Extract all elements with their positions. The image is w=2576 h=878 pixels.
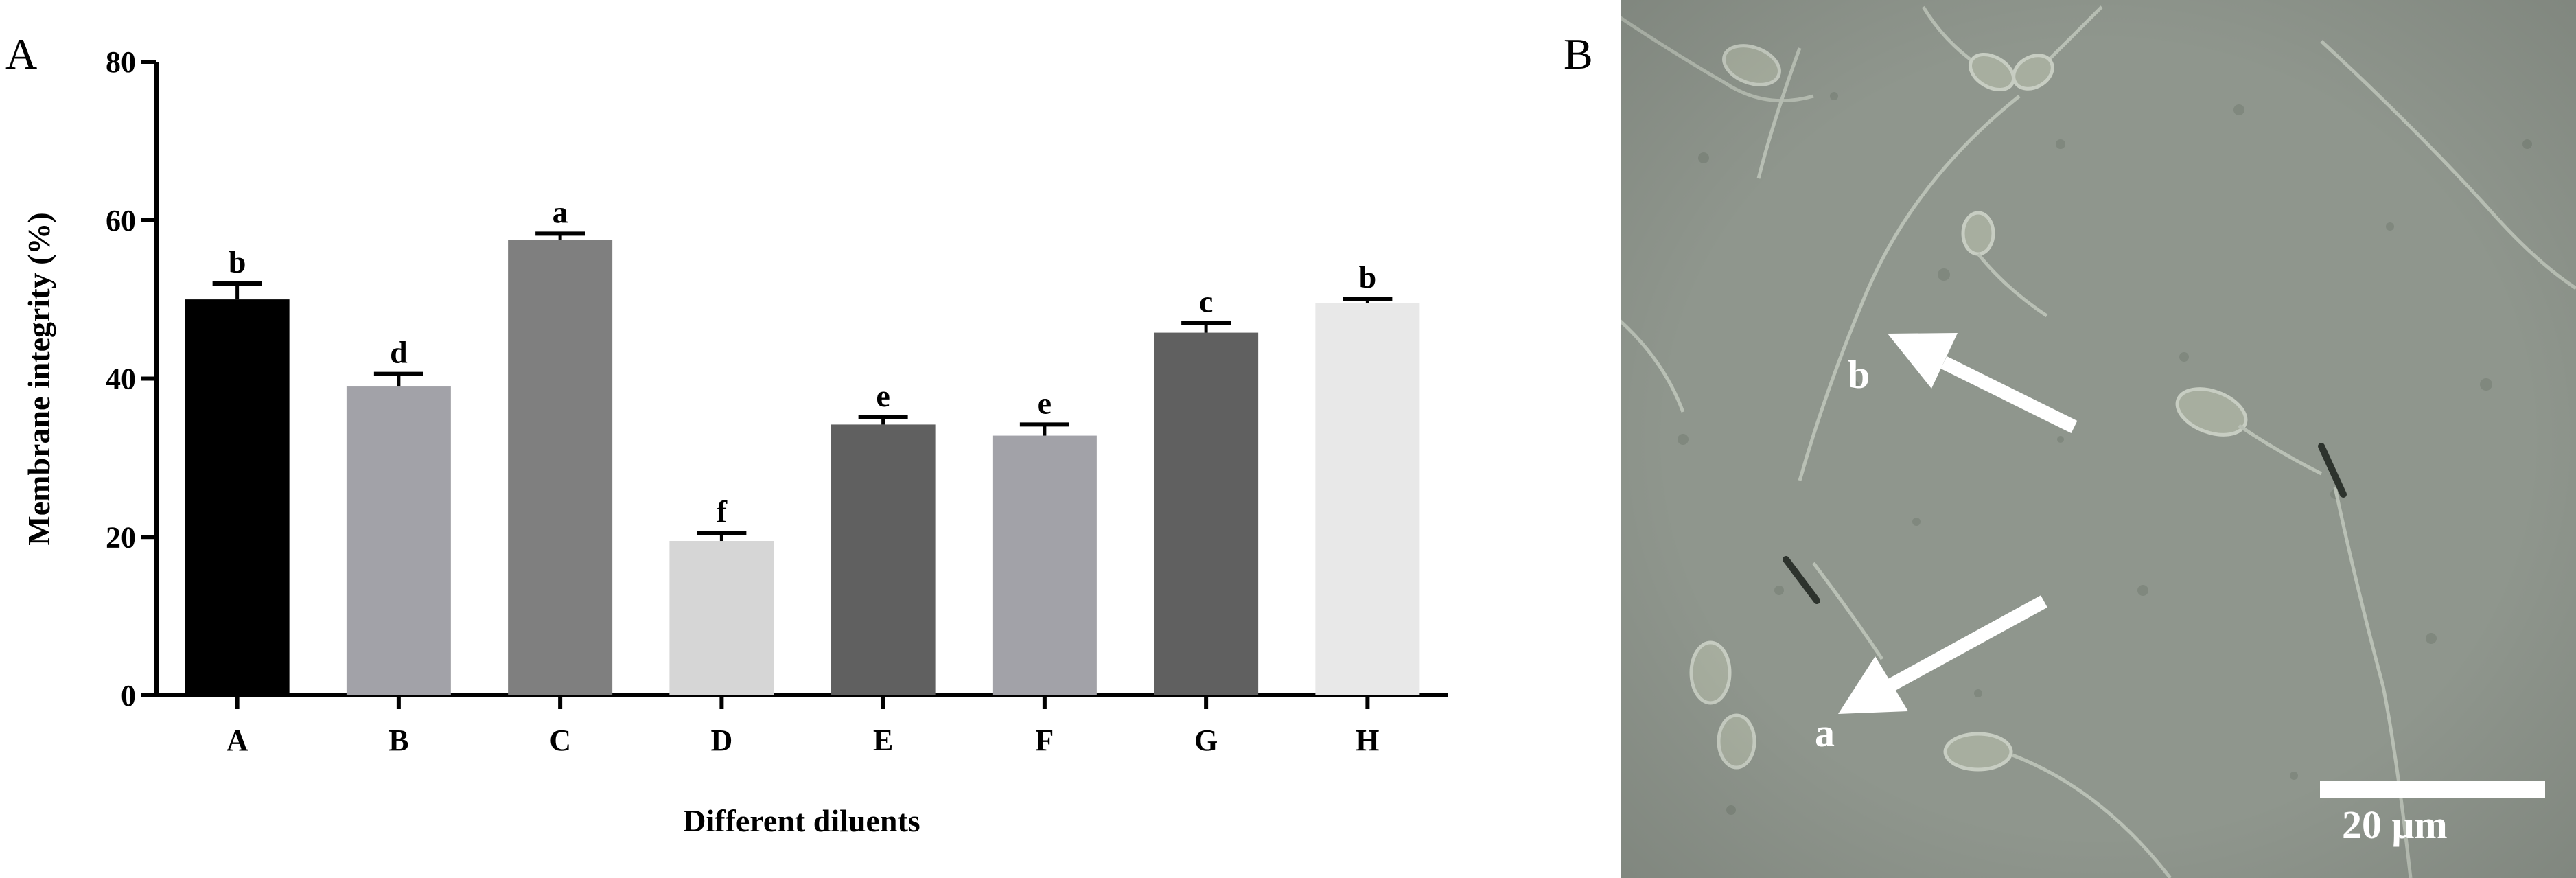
x-tick-label: A bbox=[227, 724, 248, 757]
bar-D bbox=[669, 541, 774, 695]
label-a: a bbox=[1815, 711, 1835, 755]
x-axis-title: Different diluents bbox=[683, 803, 920, 838]
bar-B bbox=[346, 386, 451, 695]
y-ticks: 0 20 40 60 80 bbox=[106, 45, 156, 713]
bars bbox=[185, 240, 1420, 695]
x-tick-label: F bbox=[1035, 724, 1054, 757]
scale-bar bbox=[2320, 781, 2545, 798]
y-tick-label: 80 bbox=[106, 45, 136, 79]
micrograph-drawing bbox=[1621, 0, 2576, 878]
bar-H bbox=[1315, 303, 1420, 695]
significance-label: e bbox=[876, 378, 890, 413]
y-tick-label: 0 bbox=[121, 679, 136, 713]
x-tick-label: E bbox=[873, 724, 893, 757]
x-tick-label: H bbox=[1356, 724, 1379, 757]
error-bars bbox=[212, 231, 1393, 542]
significance-label: b bbox=[229, 244, 246, 279]
arrow-a bbox=[1838, 595, 2047, 714]
scale-bar-label: 20 μm bbox=[2342, 802, 2448, 847]
x-tick-label: C bbox=[549, 724, 571, 757]
y-axis-title: Membrane integrity (%) bbox=[21, 212, 56, 545]
y-tick-label: 20 bbox=[106, 520, 136, 554]
x-tick-label: B bbox=[388, 724, 408, 757]
label-b: b bbox=[1848, 352, 1870, 397]
bar-chart: 0 20 40 60 80 A B C D E F G H b d a f e e c b Membrane int… bbox=[21, 45, 1448, 838]
significance-label: e bbox=[1038, 385, 1052, 420]
bar-G bbox=[1154, 332, 1259, 695]
significance-label: a bbox=[553, 194, 568, 229]
panel-letter-b: B bbox=[1564, 30, 1593, 78]
significance-label: d bbox=[390, 335, 408, 370]
panel-letter-a: A bbox=[5, 30, 38, 78]
y-tick-label: 40 bbox=[106, 362, 136, 396]
significance-labels: b d a f e e c b bbox=[229, 194, 1376, 529]
significance-label: f bbox=[717, 494, 728, 529]
bar-C bbox=[508, 240, 613, 695]
sperm-micrograph: b a 20 μm bbox=[1621, 0, 2576, 878]
bar-A bbox=[185, 299, 290, 695]
y-tick-label: 60 bbox=[106, 204, 136, 238]
bar-F bbox=[992, 435, 1097, 695]
arrow-b bbox=[1888, 333, 2078, 433]
x-tick-label: G bbox=[1194, 724, 1218, 757]
x-tick-label: D bbox=[710, 724, 732, 757]
x-ticks: A B C D E F G H bbox=[227, 695, 1379, 757]
bar-E bbox=[831, 424, 936, 695]
significance-label: b bbox=[1359, 259, 1377, 294]
significance-label: c bbox=[1199, 284, 1213, 319]
